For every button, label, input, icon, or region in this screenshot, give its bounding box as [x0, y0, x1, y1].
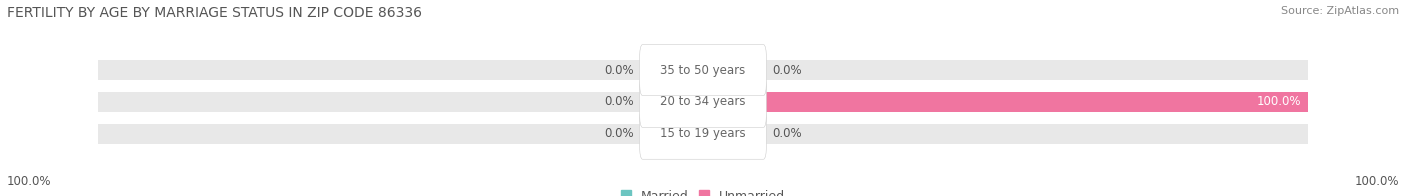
- Text: 100.0%: 100.0%: [1257, 95, 1302, 108]
- Bar: [703, 60, 1308, 80]
- Text: 0.0%: 0.0%: [603, 95, 634, 108]
- Legend: Married, Unmarried: Married, Unmarried: [621, 190, 785, 196]
- Text: 15 to 19 years: 15 to 19 years: [661, 127, 745, 140]
- Text: 0.0%: 0.0%: [603, 64, 634, 77]
- Text: FERTILITY BY AGE BY MARRIAGE STATUS IN ZIP CODE 86336: FERTILITY BY AGE BY MARRIAGE STATUS IN Z…: [7, 6, 422, 20]
- Text: 0.0%: 0.0%: [772, 127, 803, 140]
- Bar: [703, 92, 1308, 112]
- Text: 35 to 50 years: 35 to 50 years: [661, 64, 745, 77]
- Text: 0.0%: 0.0%: [603, 127, 634, 140]
- Bar: [703, 92, 1308, 112]
- Text: Source: ZipAtlas.com: Source: ZipAtlas.com: [1281, 6, 1399, 16]
- Bar: [703, 124, 1308, 144]
- FancyBboxPatch shape: [640, 76, 766, 127]
- Bar: [98, 92, 703, 112]
- Bar: [98, 124, 703, 144]
- Bar: [98, 60, 703, 80]
- Text: 100.0%: 100.0%: [1354, 175, 1399, 188]
- Text: 100.0%: 100.0%: [7, 175, 52, 188]
- Text: 20 to 34 years: 20 to 34 years: [661, 95, 745, 108]
- FancyBboxPatch shape: [640, 108, 766, 159]
- FancyBboxPatch shape: [640, 45, 766, 96]
- Text: 0.0%: 0.0%: [772, 64, 803, 77]
